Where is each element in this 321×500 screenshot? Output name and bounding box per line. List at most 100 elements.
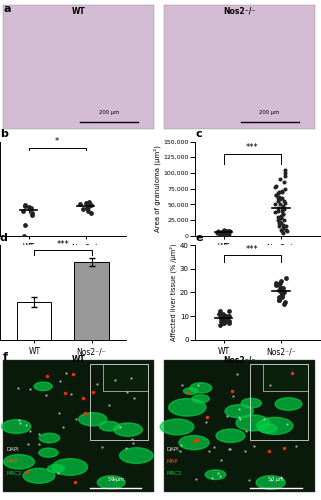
Point xyxy=(277,218,282,226)
Point xyxy=(81,205,86,213)
Text: d: d xyxy=(0,233,8,243)
Point xyxy=(89,201,94,209)
Point xyxy=(282,169,288,177)
Text: *: * xyxy=(55,137,59,146)
Point xyxy=(278,196,283,203)
Text: DAPI: DAPI xyxy=(167,447,180,452)
Y-axis label: Affected liver tissue (% /µm²): Affected liver tissue (% /µm²) xyxy=(169,244,177,342)
Point xyxy=(78,200,83,208)
Text: ***: *** xyxy=(56,240,69,249)
Point xyxy=(279,186,284,194)
Circle shape xyxy=(125,372,143,380)
Point xyxy=(218,228,223,236)
Circle shape xyxy=(39,433,60,443)
Point xyxy=(226,228,231,236)
Point xyxy=(222,227,227,235)
Point xyxy=(277,279,282,287)
Point xyxy=(275,206,280,214)
Circle shape xyxy=(257,418,293,434)
Point xyxy=(280,202,285,209)
Point xyxy=(226,227,231,235)
FancyBboxPatch shape xyxy=(263,364,308,392)
Circle shape xyxy=(183,388,197,394)
Point xyxy=(225,227,230,235)
Text: c: c xyxy=(195,129,202,139)
Point xyxy=(218,317,223,325)
Point xyxy=(279,288,284,296)
Point xyxy=(218,314,223,322)
Point xyxy=(224,228,229,235)
Point xyxy=(223,317,228,325)
Point xyxy=(222,319,227,327)
Point xyxy=(282,199,287,207)
Point xyxy=(21,232,26,240)
Text: 50 μm: 50 μm xyxy=(268,477,284,482)
Point xyxy=(22,201,28,209)
Circle shape xyxy=(256,476,285,490)
Point xyxy=(280,220,285,228)
Point xyxy=(29,204,34,212)
Point xyxy=(215,228,220,236)
Circle shape xyxy=(236,415,270,431)
Point xyxy=(276,222,281,230)
Point xyxy=(29,208,34,216)
FancyBboxPatch shape xyxy=(3,6,154,130)
Point xyxy=(88,208,93,216)
Point xyxy=(221,317,227,325)
Point xyxy=(21,206,26,214)
Point xyxy=(281,198,286,205)
Circle shape xyxy=(39,448,58,457)
Point xyxy=(280,293,285,301)
Point xyxy=(227,317,232,325)
FancyBboxPatch shape xyxy=(164,6,315,130)
Circle shape xyxy=(225,404,253,418)
Point xyxy=(224,228,229,236)
Point xyxy=(275,198,280,205)
Point xyxy=(218,314,223,322)
Point xyxy=(223,230,228,237)
Text: 200 μm: 200 μm xyxy=(99,110,119,115)
Point xyxy=(86,206,91,214)
Point xyxy=(279,214,284,222)
Point xyxy=(221,226,227,234)
Circle shape xyxy=(99,422,120,431)
Point xyxy=(225,228,230,236)
Point xyxy=(280,228,285,236)
Point xyxy=(87,198,92,206)
Circle shape xyxy=(216,429,245,442)
Point xyxy=(218,230,223,237)
Point xyxy=(279,220,284,228)
Bar xyxy=(74,262,109,340)
Point xyxy=(225,228,230,236)
Point xyxy=(279,206,284,214)
Point xyxy=(26,203,31,211)
Point xyxy=(281,216,286,224)
Point xyxy=(272,208,277,216)
Circle shape xyxy=(4,454,34,469)
Point xyxy=(28,205,33,213)
Point xyxy=(221,230,226,238)
Point xyxy=(221,226,226,234)
Circle shape xyxy=(97,476,125,489)
Point xyxy=(218,230,223,238)
Circle shape xyxy=(179,436,209,450)
Point xyxy=(276,204,281,212)
Point xyxy=(278,212,283,220)
Point xyxy=(215,228,220,235)
Point xyxy=(280,210,285,218)
Point xyxy=(277,282,282,290)
Point xyxy=(278,284,283,292)
Text: Nos2⁻/⁻: Nos2⁻/⁻ xyxy=(223,355,255,364)
Point xyxy=(280,194,285,202)
Circle shape xyxy=(241,398,261,408)
Text: 50 μm: 50 μm xyxy=(108,477,124,482)
FancyBboxPatch shape xyxy=(3,360,154,492)
Point xyxy=(272,200,277,208)
Circle shape xyxy=(275,398,302,410)
Point xyxy=(280,227,285,235)
Point xyxy=(220,314,225,322)
Point xyxy=(221,227,226,235)
Point xyxy=(276,213,281,221)
Point xyxy=(283,184,288,192)
Text: DAPI: DAPI xyxy=(6,447,19,452)
